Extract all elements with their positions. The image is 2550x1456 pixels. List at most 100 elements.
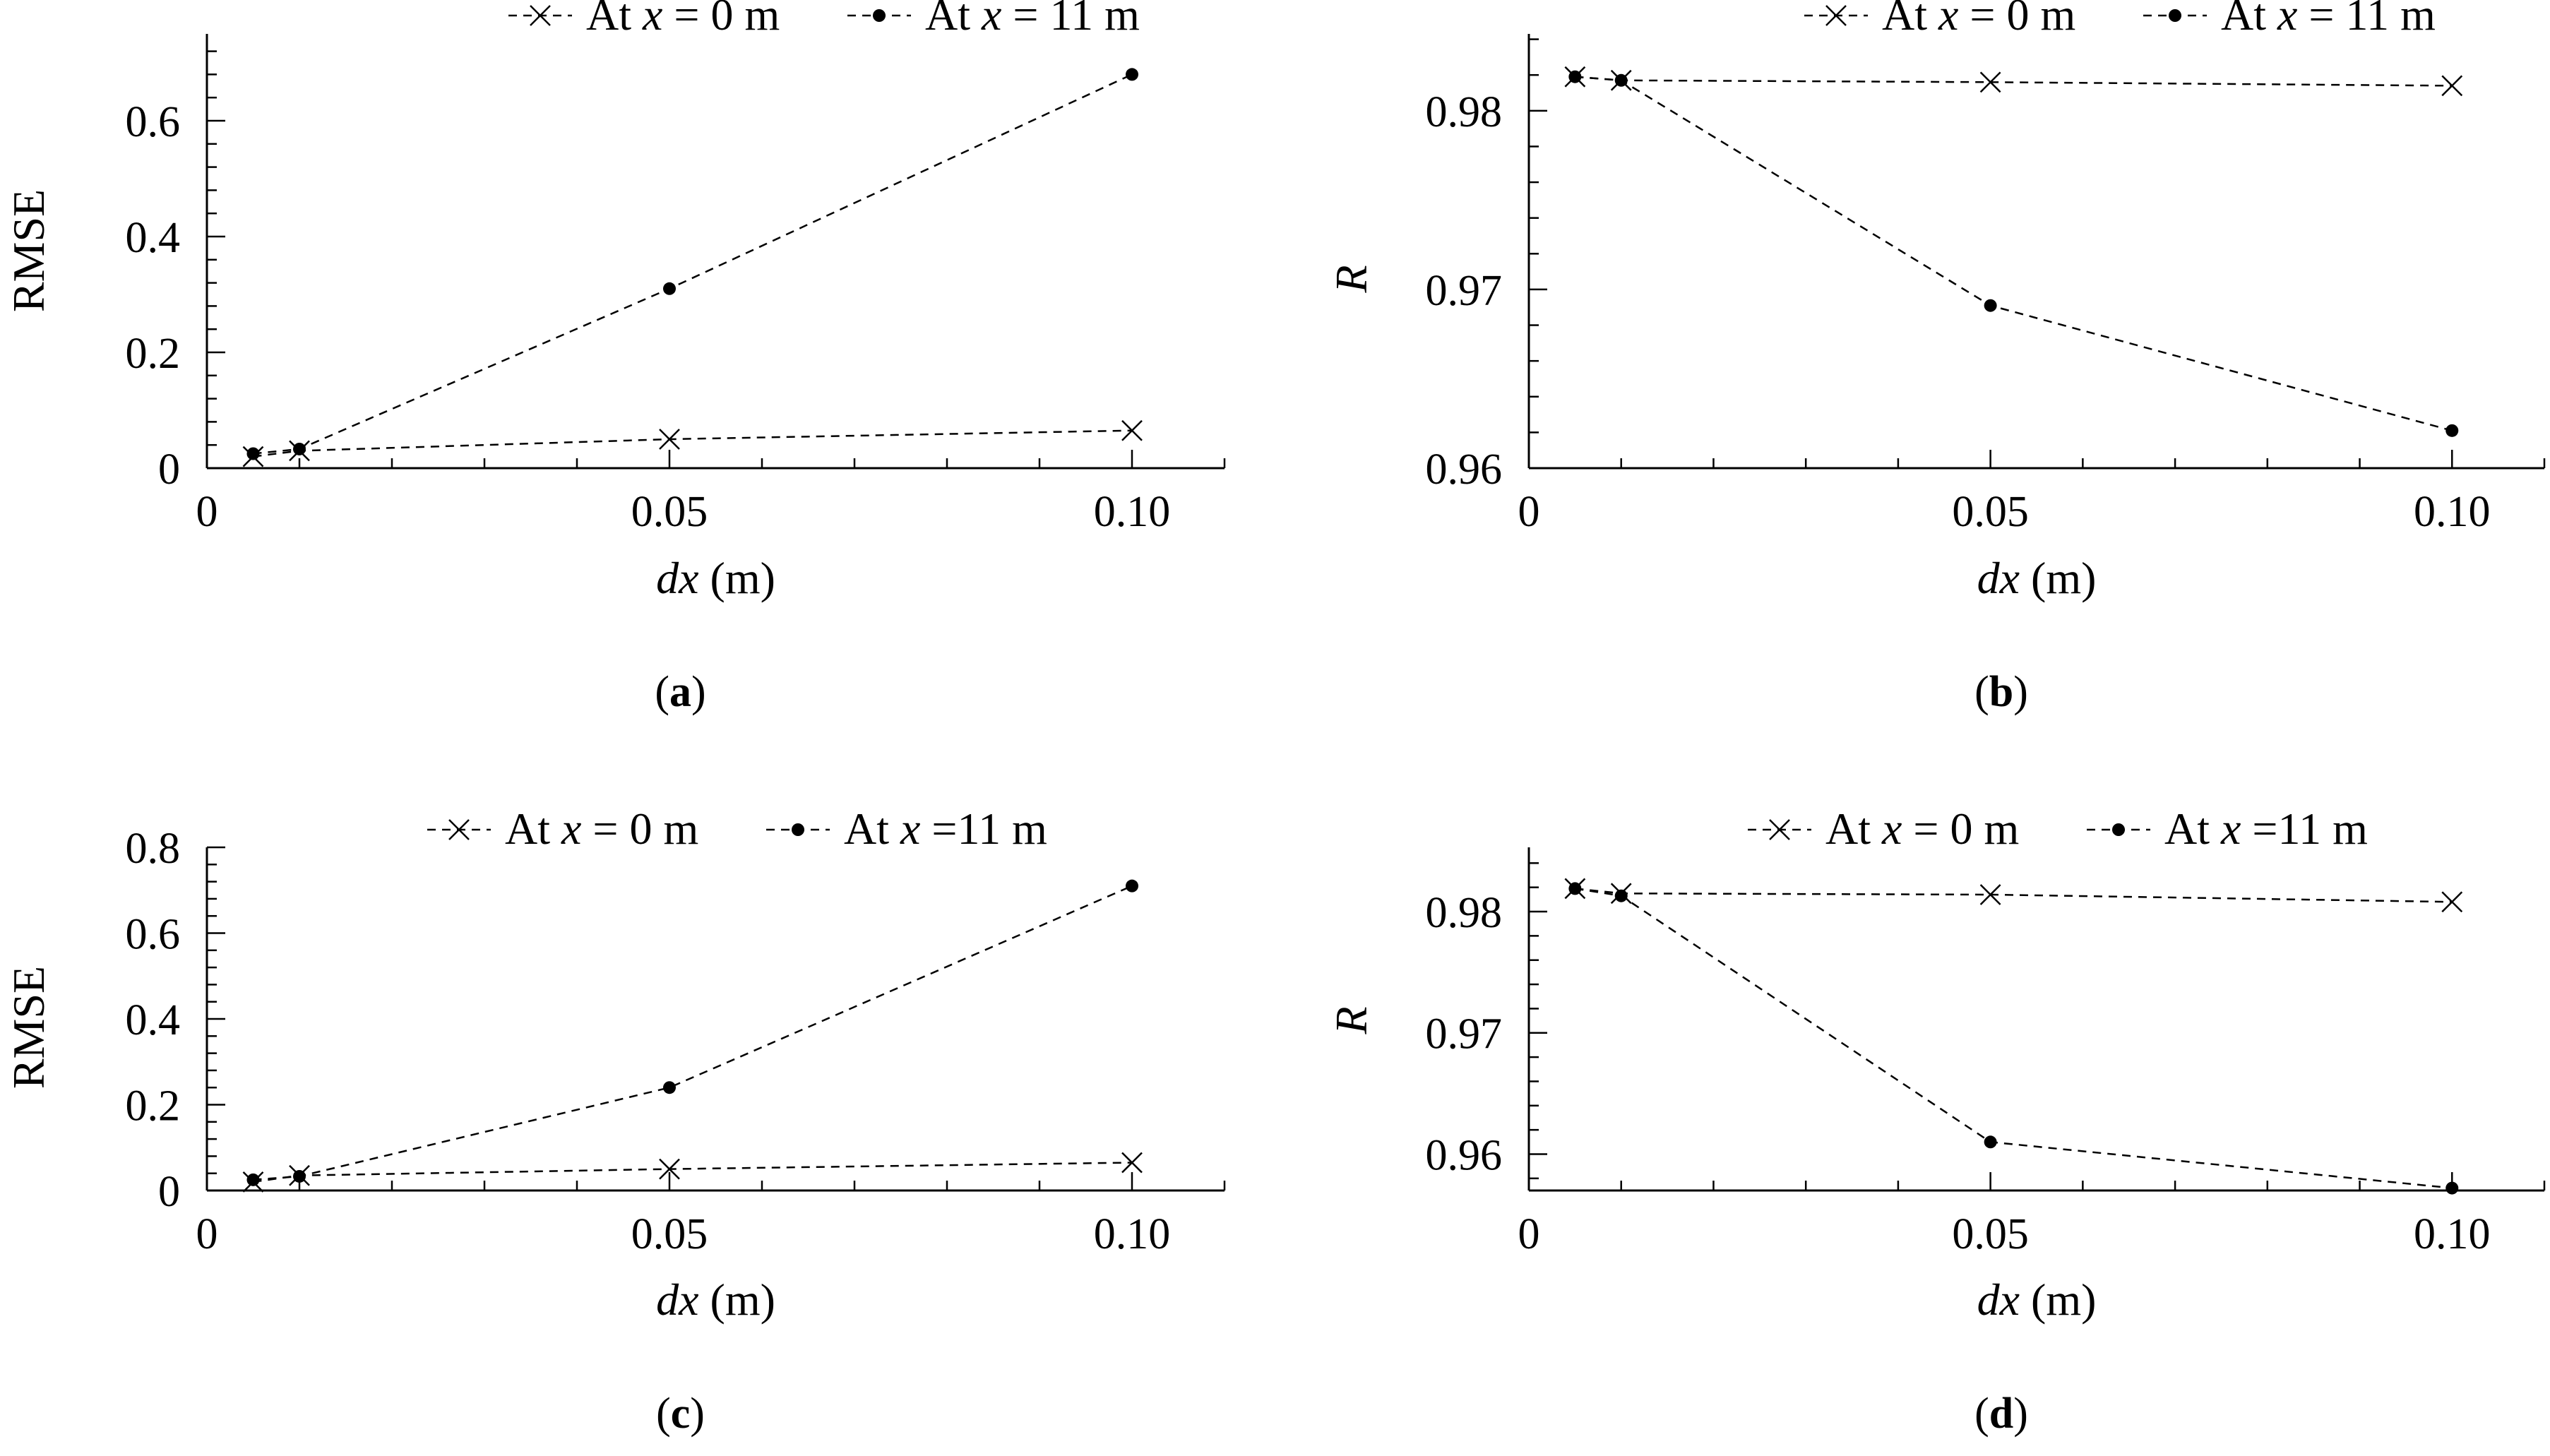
- dot-marker: [246, 1173, 260, 1186]
- legend-prefix: At: [505, 804, 561, 854]
- legend-var: x: [2277, 0, 2297, 40]
- dot-marker: [293, 442, 306, 455]
- dot-marker: [1984, 1135, 1997, 1149]
- x-tick-label: 0.10: [1094, 488, 1171, 536]
- legend-prefix: At: [2164, 804, 2221, 854]
- legend-label: At x = 11 m: [2221, 0, 2436, 40]
- panel-c: 0 0.05 0.10 0 0.2 0.4 0.6 0.8 RMSE dx (m) (c) At x …: [4, 804, 1226, 1438]
- legend-label: At x =11 m: [2164, 804, 2368, 854]
- x-tick-label: 0: [1518, 1210, 1540, 1258]
- x-axis-unit: (m): [2020, 1275, 2096, 1325]
- y-tick-label: 0.96: [1426, 446, 1503, 494]
- x-tick-label: 0.10: [2414, 488, 2491, 536]
- dot-marker: [2445, 1181, 2459, 1195]
- legend-item-cross: At x = 0 m: [508, 0, 780, 40]
- cross-stroke: [448, 819, 470, 840]
- series-x11: [246, 879, 1138, 1186]
- x-tick-label: 0.05: [631, 488, 708, 536]
- x-tick-label: 0.05: [1952, 488, 2029, 536]
- dot-marker: [1984, 299, 1997, 312]
- y-tick-label: 0.4: [126, 214, 181, 262]
- y-tick-label: 0.2: [126, 330, 181, 378]
- panel-label-close: ): [690, 1390, 705, 1438]
- y-tick-label: 0.6: [126, 98, 181, 146]
- legend-label: At x = 0 m: [1882, 0, 2075, 40]
- legend-var: x: [642, 0, 662, 40]
- legend-item-cross: At x = 0 m: [1804, 0, 2075, 40]
- y-tick-label: 0.98: [1426, 88, 1503, 136]
- legend-suffix: = 11 m: [1001, 0, 1140, 40]
- legend-label: At x = 0 m: [586, 0, 780, 40]
- dot-marker: [246, 447, 260, 460]
- x-axis-unit: (m): [699, 1275, 775, 1325]
- legend: At x = 0 m At x = 11 m: [508, 0, 1140, 40]
- panel-label-open: (: [656, 1390, 671, 1438]
- legend-label: At x = 11 m: [925, 0, 1140, 40]
- cross-marker: [2441, 75, 2463, 97]
- x-tick-label: 0.05: [631, 1210, 708, 1258]
- y-tick-label: 0.2: [126, 1082, 181, 1130]
- cross-marker: [659, 429, 680, 450]
- y-axis-title: R: [1326, 265, 1376, 293]
- y-axis-title: R: [1326, 1006, 1376, 1034]
- legend-var: x: [1938, 0, 1958, 40]
- cross-stroke: [530, 5, 551, 26]
- x-tick-label: 0.10: [1094, 1210, 1171, 1258]
- dot-marker: [1126, 68, 1138, 81]
- legend-cross-marker: [530, 5, 551, 26]
- x-tick-label: 0: [196, 488, 218, 536]
- legend: At x = 0 m At x =11 m: [427, 804, 1047, 854]
- series-x0: [242, 419, 1143, 467]
- y-tick-label: 0: [158, 446, 180, 494]
- panel-a: 0 0.05 0.10 0 0.2 0.4 0.6 RMSE dx (m) (a) At x = 0…: [4, 0, 1226, 716]
- legend-var: x: [2220, 804, 2241, 854]
- x-tick-label: 0: [196, 1210, 218, 1258]
- legend-dot-marker: [792, 823, 804, 836]
- y-tick-label: 0.4: [126, 996, 181, 1044]
- x-axis-unit: (m): [2020, 553, 2096, 603]
- cross-marker: [659, 1158, 680, 1180]
- cross-stroke: [1121, 1152, 1143, 1174]
- panel-label-letter: b: [1989, 668, 2013, 716]
- cross-stroke: [1825, 5, 1847, 26]
- panel-label: (a): [655, 668, 705, 716]
- panel-label-letter: d: [1989, 1390, 2013, 1438]
- legend-label: At x = 0 m: [1825, 804, 2019, 854]
- legend-prefix: At: [1825, 804, 1882, 854]
- legend-suffix: = 0 m: [1958, 0, 2075, 40]
- cross-stroke: [2441, 891, 2463, 913]
- cross-stroke: [659, 1158, 680, 1180]
- legend-var: x: [561, 804, 581, 854]
- panel-label-close: ): [2013, 1390, 2028, 1438]
- series-line: [1575, 888, 2453, 1189]
- cross-stroke: [1121, 419, 1143, 441]
- legend-dot-marker: [873, 9, 886, 22]
- legend-prefix: At: [586, 0, 643, 40]
- legend-item-dot: At x = 11 m: [2143, 0, 2436, 40]
- series-x0: [1564, 66, 2463, 97]
- series-x11: [1568, 882, 2459, 1195]
- legend-item-dot: At x = 11 m: [847, 0, 1140, 40]
- panel-label-open: (: [1974, 668, 1989, 716]
- legend-var: x: [1881, 804, 1902, 854]
- panel-label-close: ): [2013, 668, 2028, 716]
- cross-marker: [1121, 1152, 1143, 1174]
- legend-dot-marker: [2169, 9, 2181, 22]
- y-tick-label: 0.98: [1426, 889, 1503, 937]
- panel-label: (b): [1974, 668, 2028, 716]
- dot-marker: [1568, 882, 1582, 895]
- cross-stroke: [2441, 75, 2463, 97]
- legend-suffix: = 0 m: [1902, 804, 2019, 854]
- series-line: [253, 885, 1133, 1181]
- x-axis-var: dx: [656, 553, 698, 603]
- x-axis-title: dx (m): [1977, 1275, 2097, 1325]
- x-axis-var: dx: [1977, 553, 2020, 603]
- legend-item-cross: At x = 0 m: [427, 804, 698, 854]
- dot-marker: [1614, 889, 1628, 902]
- y-tick-label: 0.97: [1426, 267, 1503, 315]
- panel-label: (d): [1974, 1390, 2028, 1438]
- legend-prefix: At: [1882, 0, 1938, 40]
- y-axis-title: RMSE: [4, 189, 54, 312]
- legend-label: At x =11 m: [844, 804, 1047, 854]
